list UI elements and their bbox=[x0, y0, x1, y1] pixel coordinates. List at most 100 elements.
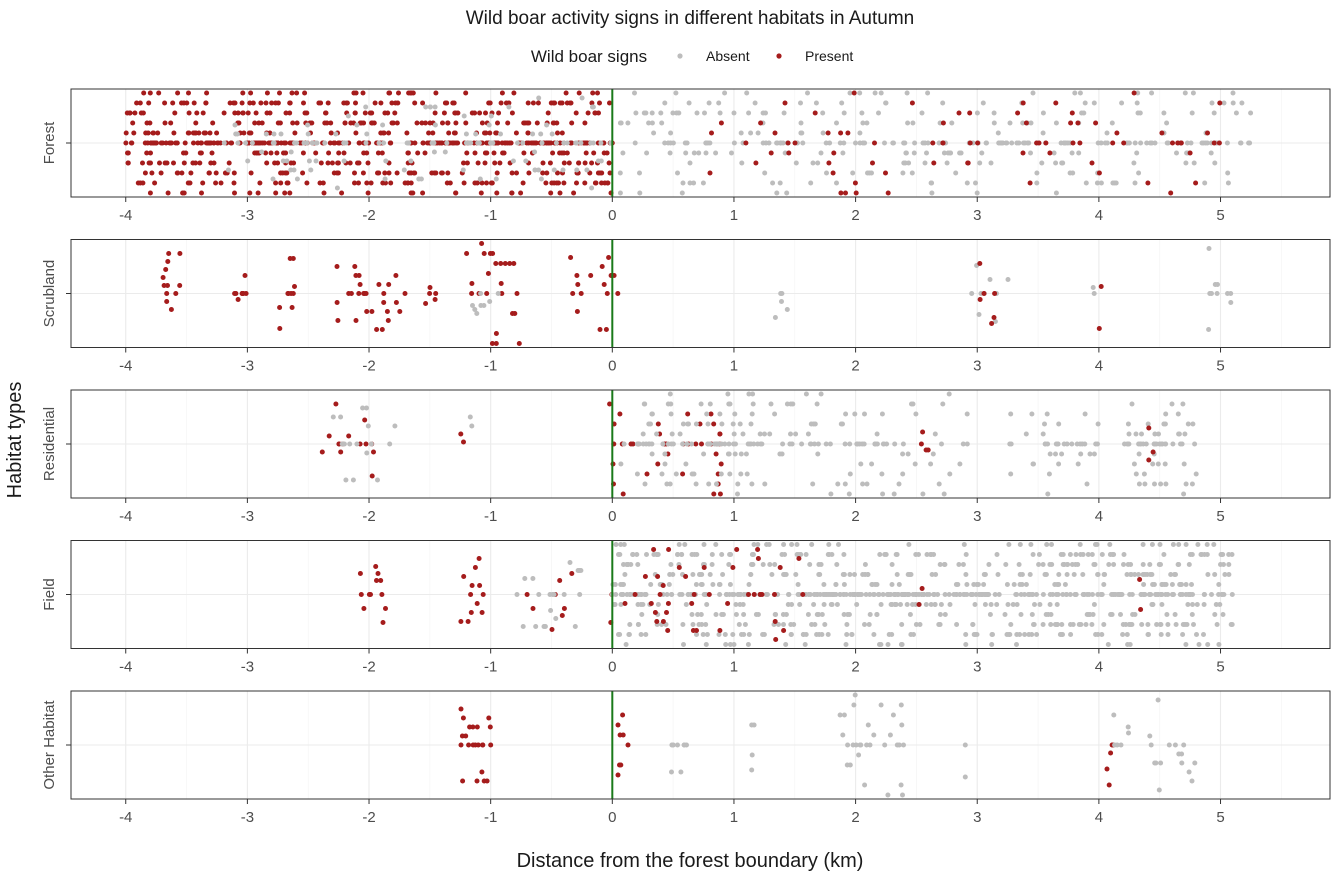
data-point-present bbox=[252, 120, 258, 126]
data-point-absent bbox=[564, 140, 570, 146]
data-point-absent bbox=[643, 632, 649, 637]
data-point-absent bbox=[1017, 542, 1023, 547]
data-point-absent bbox=[912, 140, 918, 146]
data-point-present bbox=[362, 417, 368, 423]
data-point-present bbox=[334, 264, 340, 269]
data-point-absent bbox=[818, 391, 824, 397]
data-point-absent bbox=[1016, 562, 1022, 567]
data-point-present bbox=[374, 578, 379, 583]
data-point-absent bbox=[981, 582, 987, 587]
data-point-absent bbox=[1077, 542, 1083, 547]
data-point-absent bbox=[709, 552, 715, 557]
data-point-absent bbox=[1084, 481, 1090, 487]
data-point-present bbox=[365, 190, 371, 196]
data-point-absent bbox=[879, 471, 885, 477]
data-point-absent bbox=[1048, 622, 1054, 627]
data-point-absent bbox=[401, 167, 407, 173]
data-point-present bbox=[185, 130, 191, 136]
data-point-absent bbox=[1005, 277, 1011, 282]
data-point-absent bbox=[1047, 451, 1053, 457]
data-point-absent bbox=[726, 441, 732, 447]
data-point-absent bbox=[899, 722, 905, 728]
data-point-absent bbox=[280, 158, 286, 164]
data-point-absent bbox=[904, 90, 910, 96]
data-point-absent bbox=[695, 612, 701, 617]
data-point-absent bbox=[1155, 461, 1161, 467]
data-point-present bbox=[385, 110, 391, 116]
data-point-absent bbox=[973, 592, 979, 597]
data-point-absent bbox=[1182, 431, 1188, 437]
data-point-absent bbox=[953, 170, 959, 176]
data-point-absent bbox=[530, 131, 536, 137]
data-point-absent bbox=[907, 572, 913, 577]
data-point-absent bbox=[343, 477, 349, 483]
data-point-present bbox=[404, 130, 410, 136]
data-point-absent bbox=[667, 150, 673, 156]
data-point-present bbox=[168, 120, 174, 126]
data-point-absent bbox=[701, 451, 707, 457]
data-point-present bbox=[487, 251, 493, 256]
data-point-present bbox=[493, 341, 499, 346]
data-point-absent bbox=[632, 90, 637, 96]
data-point-absent bbox=[781, 622, 786, 627]
data-point-present bbox=[544, 170, 550, 176]
data-point-present bbox=[467, 724, 473, 730]
data-point-present bbox=[589, 100, 595, 106]
data-point-present bbox=[992, 291, 998, 296]
data-point-present bbox=[200, 180, 206, 186]
data-point-absent bbox=[1141, 582, 1147, 587]
data-point-absent bbox=[793, 160, 799, 166]
data-point-absent bbox=[765, 592, 770, 597]
data-point-present bbox=[479, 120, 485, 126]
data-point-absent bbox=[719, 421, 725, 427]
data-point-absent bbox=[790, 401, 796, 407]
data-point-absent bbox=[1059, 622, 1065, 627]
data-point-absent bbox=[904, 602, 910, 607]
data-point-absent bbox=[1181, 461, 1187, 467]
data-point-absent bbox=[746, 582, 752, 587]
data-point-absent bbox=[894, 572, 900, 577]
data-point-absent bbox=[706, 100, 712, 106]
data-point-present bbox=[352, 180, 357, 186]
data-point-absent bbox=[783, 642, 789, 647]
data-point-absent bbox=[811, 602, 817, 607]
data-point-present bbox=[940, 140, 946, 146]
data-point-present bbox=[440, 120, 445, 126]
data-point-absent bbox=[880, 592, 886, 597]
data-point-absent bbox=[862, 562, 868, 567]
data-point-absent bbox=[1125, 421, 1131, 427]
data-point-present bbox=[514, 291, 520, 296]
data-point-present bbox=[351, 90, 357, 96]
data-point-absent bbox=[662, 100, 668, 106]
data-point-present bbox=[232, 190, 237, 196]
data-point-present bbox=[615, 722, 621, 728]
data-point-present bbox=[445, 170, 451, 176]
data-point-absent bbox=[815, 451, 821, 457]
data-point-present bbox=[148, 160, 153, 166]
data-point-absent bbox=[748, 572, 754, 577]
data-point-absent bbox=[633, 110, 639, 116]
data-point-absent bbox=[1128, 572, 1134, 577]
data-point-absent bbox=[382, 176, 388, 182]
data-point-absent bbox=[1036, 562, 1042, 567]
data-point-present bbox=[644, 471, 650, 477]
data-point-absent bbox=[837, 140, 843, 146]
data-point-present bbox=[831, 150, 837, 156]
data-point-absent bbox=[1073, 552, 1079, 557]
data-point-present bbox=[772, 130, 778, 136]
data-point-present bbox=[181, 160, 187, 166]
data-point-present bbox=[1106, 782, 1112, 788]
data-point-absent bbox=[539, 140, 545, 146]
data-point-present bbox=[287, 100, 293, 106]
data-point-present bbox=[302, 90, 308, 96]
data-point-present bbox=[620, 712, 626, 718]
data-point-absent bbox=[1006, 542, 1012, 547]
data-point-absent bbox=[801, 632, 807, 637]
data-point-absent bbox=[1124, 441, 1130, 447]
data-point-absent bbox=[305, 122, 311, 128]
data-point-absent bbox=[1177, 592, 1183, 597]
data-point-absent bbox=[1198, 552, 1204, 557]
data-point-present bbox=[242, 273, 248, 278]
data-point-absent bbox=[789, 441, 795, 447]
data-point-absent bbox=[739, 160, 745, 166]
